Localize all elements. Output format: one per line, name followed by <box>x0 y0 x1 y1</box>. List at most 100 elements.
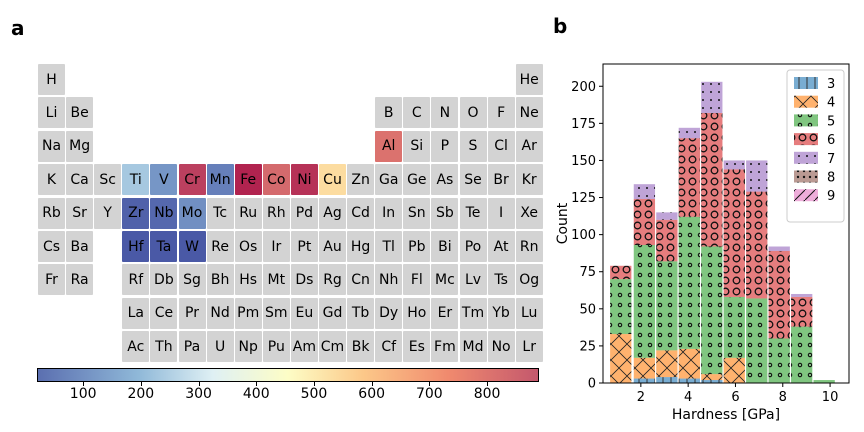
bar-segment-6 <box>678 138 700 217</box>
element-cell-w: W <box>178 231 206 262</box>
colorbar-tick-label: 700 <box>415 386 443 402</box>
bar-segment-5 <box>633 245 656 358</box>
colorbar-tick-label: 100 <box>69 386 97 402</box>
legend-swatch-5 <box>794 114 818 127</box>
element-cell-pm: Pm <box>234 297 262 329</box>
y-tick-label: 200 <box>571 80 596 95</box>
bar-segment-3 <box>656 377 678 383</box>
element-cell-fl: Fl <box>403 264 431 296</box>
y-tick-label: 75 <box>579 265 596 280</box>
element-cell-br: Br <box>487 164 515 196</box>
colorbar <box>37 368 539 382</box>
colorbar-tick <box>83 382 85 386</box>
colorbar-tick <box>256 382 258 386</box>
bar-segment-6 <box>768 250 790 339</box>
element-cell-sn: Sn <box>403 197 431 229</box>
bar-segment-7 <box>678 127 700 139</box>
element-cell-pu: Pu <box>262 331 290 363</box>
element-cell-os: Os <box>234 231 262 262</box>
legend-box <box>786 69 845 223</box>
bar-segment-6 <box>633 199 656 246</box>
element-cell-lv: Lv <box>459 264 487 296</box>
element-cell-cr: Cr <box>178 164 206 196</box>
bar-segment-7 <box>791 293 813 297</box>
bar-segment-3 <box>633 378 656 383</box>
legend-label-3: 3 <box>827 77 835 92</box>
legend-label-8: 8 <box>827 171 835 186</box>
element-cell-fe: Fe <box>234 164 262 196</box>
x-tick-label: 4 <box>684 390 692 405</box>
legend-label-9: 9 <box>827 189 835 204</box>
bar-segment-5 <box>610 279 632 335</box>
element-cell-co: Co <box>262 164 290 196</box>
legend-swatch-7 <box>794 151 818 164</box>
bar-segment-6 <box>656 219 678 262</box>
colorbar-tick <box>487 382 489 386</box>
element-cell-mc: Mc <box>431 264 459 296</box>
colorbar-tick <box>429 382 431 386</box>
element-cell-pt: Pt <box>290 231 318 262</box>
element-cell-mn: Mn <box>206 164 234 196</box>
element-cell-md: Md <box>459 331 487 363</box>
element-cell-pd: Pd <box>290 197 318 229</box>
y-tick-label: 100 <box>571 228 596 243</box>
element-cell-b: B <box>375 97 403 129</box>
bar-segment-5 <box>723 296 745 358</box>
element-cell-hs: Hs <box>234 264 262 296</box>
colorbar-tick <box>140 382 142 386</box>
element-cell-ra: Ra <box>66 264 94 296</box>
element-cell-se: Se <box>459 164 487 196</box>
bar-segment-7 <box>701 81 723 113</box>
element-cell-o: O <box>459 97 487 129</box>
bar-segment-3 <box>701 380 723 383</box>
element-cell-i: I <box>487 197 515 229</box>
colorbar-tick-label: 500 <box>300 386 328 402</box>
element-cell-ni: Ni <box>290 164 318 196</box>
panel-a-label: a <box>11 16 25 40</box>
element-cell-si: Si <box>403 130 431 162</box>
element-cell-mo: Mo <box>178 197 206 229</box>
element-cell-c: C <box>403 97 431 129</box>
y-tick-label: 0 <box>588 377 596 392</box>
element-cell-po: Po <box>459 231 487 262</box>
x-tick-label: 8 <box>779 390 787 405</box>
bar-segment-5 <box>656 261 678 351</box>
y-tick-label: 175 <box>571 117 596 132</box>
legend-swatch-6 <box>794 133 818 146</box>
element-cell-la: La <box>122 297 150 329</box>
element-cell-db: Db <box>150 264 178 296</box>
element-cell-mg: Mg <box>66 130 94 162</box>
colorbar-tick-label: 300 <box>185 386 212 402</box>
element-cell-ba: Ba <box>66 231 94 262</box>
element-cell-li: Li <box>38 97 65 129</box>
element-cell-re: Re <box>206 231 234 262</box>
legend-label-4: 4 <box>827 96 835 111</box>
legend-swatch-8 <box>794 170 818 183</box>
bar-segment-5 <box>678 216 700 349</box>
element-cell-zr: Zr <box>122 197 150 229</box>
bar-segment-5 <box>701 246 723 375</box>
element-cell-ti: Ti <box>122 164 150 196</box>
element-cell-tc: Tc <box>206 197 234 229</box>
element-cell-ce: Ce <box>150 297 178 329</box>
element-cell-gd: Gd <box>319 297 346 329</box>
element-cell-ho: Ho <box>403 297 431 329</box>
bar-segment-7 <box>768 246 790 251</box>
legend-label-7: 7 <box>827 152 835 167</box>
element-cell-pa: Pa <box>178 331 206 363</box>
colorbar-tick-label: 200 <box>127 386 155 402</box>
y-tick-label: 25 <box>579 339 596 354</box>
element-cell-ta: Ta <box>150 231 178 262</box>
element-cell-kr: Kr <box>515 164 543 196</box>
element-cell-sr: Sr <box>66 197 94 229</box>
element-cell-in: In <box>375 197 403 229</box>
legend-swatch-3 <box>794 77 818 89</box>
element-cell-at: At <box>487 231 515 262</box>
element-cell-lr: Lr <box>515 331 543 363</box>
bar-segment-4 <box>656 350 678 378</box>
element-cell-fm: Fm <box>431 331 459 363</box>
element-cell-er: Er <box>431 297 459 329</box>
element-cell-ds: Ds <box>290 264 318 296</box>
element-cell-eu: Eu <box>290 297 318 329</box>
